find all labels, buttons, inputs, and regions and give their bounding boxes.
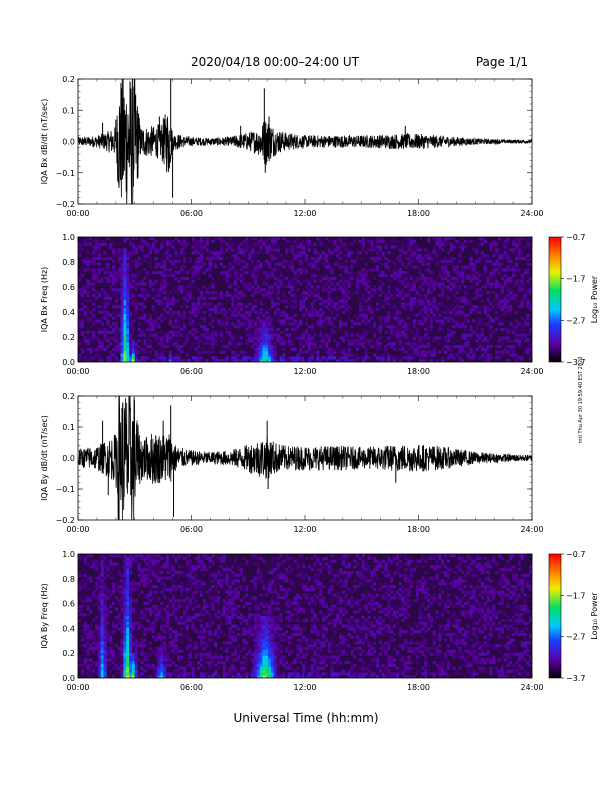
y-tick-label: 0.2 [62,333,75,342]
panel-3: 0.2 0.1 0.0 −0.1 −0.200:00 06:00 12:00 18:00 24:… [40,392,544,534]
x-tick-label: 12:00 [293,367,316,376]
colorbar [548,236,562,363]
x-tick-label: 00:00 [66,209,89,218]
y-tick-label: 0.2 [62,649,75,658]
y-axis-label: IQA By Freq (Hz) [40,583,49,649]
x-tick-label: 18:00 [407,683,430,692]
x-axis-label: Universal Time (hh:mm) [233,711,378,725]
x-tick-label: 00:00 [66,525,89,534]
colorbar-tick-label: −2.7 [566,316,585,325]
y-tick-label: 0.6 [62,600,75,609]
x-tick-label: 12:00 [293,525,316,534]
y-tick-label: 0.2 [62,75,75,84]
x-tick-label: 06:00 [180,367,203,376]
x-tick-label: 18:00 [407,367,430,376]
y-tick-label: 0.8 [62,258,75,267]
x-tick-label: 24:00 [520,683,543,692]
y-tick-label: 1.0 [62,550,75,559]
y-tick-label: 0.1 [62,106,75,115]
y-tick-label: 0.8 [62,575,75,584]
panel-4: −0.7 −1.7 −2.7 −3.7 Log₁₀ Power 1.0 0.8 0.6 0.4 0… [40,550,599,692]
y-axis-label: IQA Bx dB/dt (nT/sec) [40,99,49,185]
waveform-trace [78,79,532,204]
colorbar-tick-label: −3.7 [566,358,585,367]
colorbar-tick-label: −3.7 [566,674,585,683]
side-timestamp-note: mtl Thu Apr 30 19:59:40 EST 2020 [578,357,584,444]
y-tick-label: −0.1 [56,485,75,494]
panel-1: 0.2 0.1 0.0 −0.1 −0.200:00 06:00 12:00 18:00 24:… [40,75,544,218]
panels: 0.20.10.0−0.1−0.200:00 06:00 12:00 18:00 24:… [40,75,599,692]
y-tick-label: 0.0 [62,138,75,147]
x-tick-label: 12:00 [293,683,316,692]
page-indicator: Page 1/1 [476,55,528,69]
y-tick-label: 0.4 [62,624,75,633]
y-tick-label: −0.2 [56,200,75,209]
x-tick-label: 24:00 [520,209,543,218]
x-tick-label: 06:00 [180,525,203,534]
date-range-title: 2020/04/18 00:00–24:00 UT [191,55,360,69]
x-tick-label: 00:00 [66,683,89,692]
colorbar-tick-label: −0.7 [566,233,585,242]
colorbar-tick-label: −1.7 [566,275,585,284]
colorbar-tick-label: −0.7 [566,550,585,559]
y-tick-label: 0.2 [62,392,75,401]
y-tick-label: 0.0 [62,358,75,367]
colorbar-tick-label: −2.7 [566,633,585,642]
panel-2: −0.7 −1.7 −2.7 −3.7 Log₁₀ Power 1.0 0.8 0.6 0.4 0… [40,233,599,376]
x-tick-label: 06:00 [180,209,203,218]
colorbar [548,553,562,679]
x-tick-label: 18:00 [407,525,430,534]
spectrogram-cells [78,237,532,362]
x-tick-label: 06:00 [180,683,203,692]
y-axis-label: IQA By dB/dt (nT/sec) [40,415,49,501]
y-axis-label: IQA Bx Freq (Hz) [40,267,49,333]
x-tick-label: 24:00 [520,525,543,534]
y-tick-label: 0.0 [62,454,75,463]
y-tick-label: 0.4 [62,308,75,317]
y-tick-label: 0.1 [62,423,75,432]
colorbar-tick-label: −1.7 [566,591,585,600]
x-tick-label: 12:00 [293,209,316,218]
x-tick-label: 24:00 [520,367,543,376]
colorbar-label: Log₁₀ Power [590,592,599,640]
y-tick-label: 0.6 [62,283,75,292]
colorbar-label: Log₁₀ Power [590,275,599,323]
waveform-trace [78,396,532,520]
x-tick-label: 00:00 [66,367,89,376]
spectrogram-cells [78,554,532,678]
y-tick-label: −0.2 [56,516,75,525]
x-tick-label: 18:00 [407,209,430,218]
y-tick-label: 1.0 [62,233,75,242]
y-tick-label: 0.0 [62,674,75,683]
y-tick-label: −0.1 [56,169,75,178]
